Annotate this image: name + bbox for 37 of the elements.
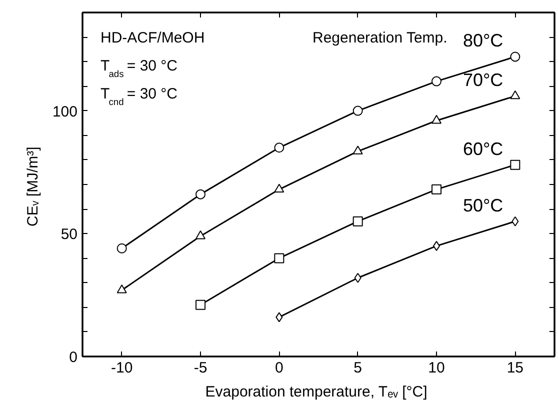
y-tick-label: 0 (69, 349, 78, 366)
point (354, 272, 362, 283)
point (196, 300, 206, 310)
point (196, 189, 206, 200)
point (510, 52, 520, 62)
point (432, 76, 442, 86)
x-tick-label: -5 (194, 360, 208, 376)
point (352, 146, 363, 154)
point (274, 253, 284, 264)
x-tick-label: 5 (354, 360, 362, 376)
x-tick-label: -10 (110, 360, 133, 376)
y-axis-title: CEᵥ [MJ/m³] (24, 146, 42, 226)
point (510, 90, 520, 100)
x-tick-label: 10 (428, 360, 445, 376)
point (352, 216, 363, 226)
point (116, 243, 127, 254)
x-tick-label: 15 (506, 360, 524, 376)
series-label: 70°C (462, 70, 504, 90)
point (432, 114, 442, 124)
point (432, 184, 442, 194)
point (352, 106, 363, 116)
point (512, 216, 519, 226)
point (276, 312, 283, 322)
x-axis-title: Evaporation temperature, Tₑᵥ [°C] (205, 384, 428, 400)
annotation: Regeneration Temp. (312, 30, 448, 46)
legend-label: 80°C (462, 30, 504, 51)
y-tick-label: 100 (52, 103, 78, 120)
point (274, 184, 284, 193)
point (510, 160, 520, 170)
x-tick-label: 0 (274, 360, 284, 376)
annotation: HD-ACF/MeOH (100, 30, 205, 46)
point (196, 230, 206, 240)
series-label: 50°C (462, 195, 504, 216)
series-label: 60°C (462, 138, 504, 159)
y-tick-label: 50 (60, 226, 78, 244)
point (274, 142, 284, 153)
point (116, 284, 127, 294)
